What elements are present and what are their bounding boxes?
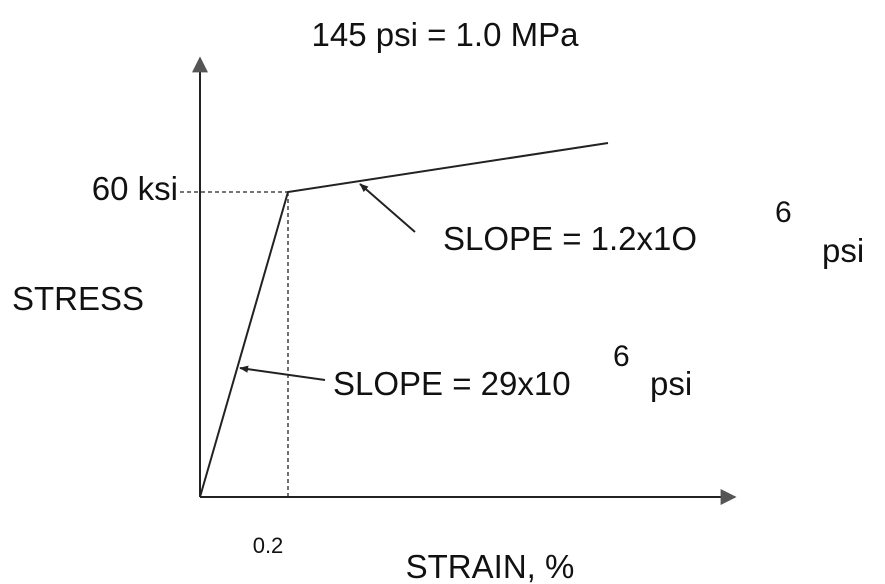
annotation-exponent: 6 [613,340,630,373]
x-marker: 0.2 [253,533,284,558]
plastic-slope-pointer [359,183,416,233]
annotation-text: SLOPE = 1.2x1O [443,220,697,257]
annotation-text: SLOPE = 29x10 [333,365,571,402]
annotation-unit: psi [822,232,864,269]
y-label: STRESS [12,280,144,317]
title: 145 psi = 1.0 MPa [312,16,580,53]
annotation-exponent: 6 [775,196,792,229]
elastic-slope-pointer [239,365,326,381]
annotation-unit: psi [650,365,692,402]
stress-strain-curve [199,142,609,498]
x-label: STRAIN, % [406,548,575,584]
y-marker: 60 ksi [92,170,178,207]
